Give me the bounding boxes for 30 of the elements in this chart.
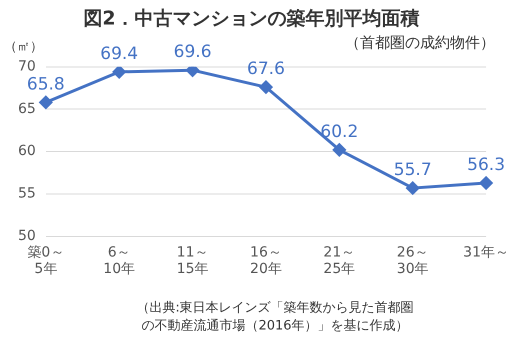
- data-label: 67.6: [247, 59, 285, 80]
- data-label: 60.2: [320, 122, 358, 142]
- data-label: 56.3: [467, 154, 506, 175]
- x-tick-label: 26～ 30年: [396, 244, 429, 278]
- point: [259, 80, 272, 94]
- y-tick-label: 60: [18, 143, 36, 160]
- x-tick-label: 16～ 20年: [250, 244, 282, 278]
- point: [332, 143, 346, 156]
- y-axis-title: （㎡）: [4, 39, 43, 54]
- y-tick-label: 65: [18, 100, 36, 117]
- data-label: 65.8: [26, 74, 65, 94]
- point: [186, 66, 200, 77]
- y-tick-label: 50: [18, 228, 36, 244]
- y-tick-label: 70: [18, 58, 36, 74]
- y-tick-label: 55: [18, 186, 36, 202]
- data-label: 69.4: [100, 44, 138, 64]
- x-tick-label: 11～ 15年: [176, 244, 208, 278]
- x-tick-label: 6～ 10年: [103, 244, 136, 278]
- text: （出典:東日本レインズ「築年数から見た首都圏の不動産流通市場（2016年）」を基に作成）: [136, 300, 414, 334]
- x-tick-label: 21～ 25年: [323, 244, 356, 278]
- point: [406, 182, 420, 195]
- data-label: 55.7: [394, 160, 432, 180]
- point: [112, 66, 126, 78]
- x-tick-label: 築0～ 5年: [27, 244, 64, 278]
- data-label: 69.6: [174, 42, 212, 62]
- point: [39, 96, 52, 109]
- chart-title: 図2．中古マンションの築年別平均面積: [83, 7, 420, 30]
- point: [480, 176, 493, 190]
- x-tick-label: 31年～: [463, 244, 510, 260]
- chart-subtitle: （首都圏の成約物件）: [345, 34, 495, 52]
